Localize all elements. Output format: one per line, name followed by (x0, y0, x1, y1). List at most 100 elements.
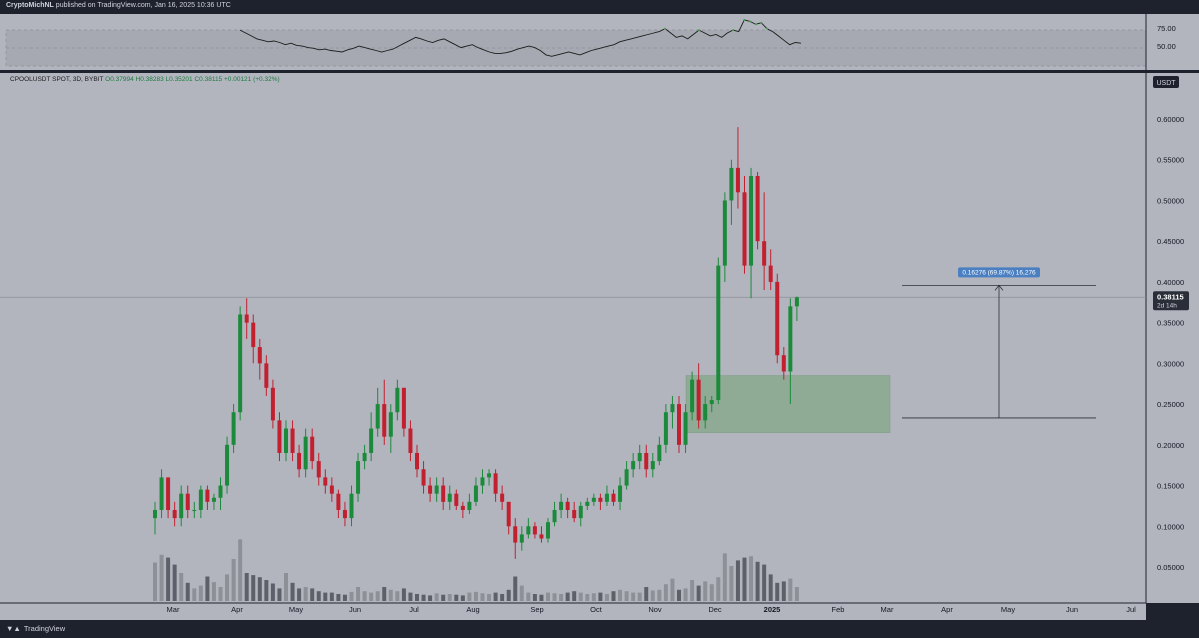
candle-body (677, 404, 681, 445)
volume-bar (578, 592, 583, 601)
volume-bar (690, 580, 695, 601)
candle-body (729, 167, 734, 201)
rsi-overbought-mark (743, 18, 746, 21)
volume-bar (716, 577, 721, 601)
candle-body (251, 322, 256, 348)
candle-body (696, 379, 701, 421)
volume-bar (513, 576, 518, 601)
candle-body (690, 379, 695, 413)
candle-body (356, 461, 361, 494)
legend-high: H0.38283 (135, 76, 164, 83)
candle-body (264, 363, 269, 388)
currency-box[interactable] (1153, 76, 1179, 88)
volume-bar (277, 588, 282, 601)
candle-body (604, 493, 609, 502)
candle-body (572, 509, 577, 519)
candle-body (703, 404, 708, 421)
volume-bar (683, 588, 688, 601)
rsi-tick-label: 50.00 (1157, 42, 1176, 51)
candle-body (611, 493, 616, 502)
price-tick-label: 0.10000 (1157, 522, 1184, 531)
candle-body (519, 534, 524, 543)
bar-countdown: 2d 14h (1157, 302, 1177, 309)
volume-bar (369, 592, 374, 601)
last-price-box (1153, 291, 1189, 311)
candle-body (624, 469, 629, 486)
volume-bar (159, 554, 164, 601)
candle-body (578, 505, 583, 519)
volume-bar (205, 576, 210, 601)
volume-bar (349, 591, 354, 601)
rsi-overbought-mark (664, 27, 666, 30)
volume-bar (735, 560, 740, 601)
time-tick-label: 2025 (764, 605, 781, 614)
volume-bar (519, 585, 524, 601)
price-tick-label: 0.30000 (1157, 359, 1184, 368)
time-tick-label: Jun (349, 605, 361, 614)
time-tick-label: May (1001, 605, 1015, 614)
candle-body (663, 412, 668, 445)
volume-bar (604, 594, 609, 601)
volume-bar (532, 594, 537, 601)
volume-bar (264, 580, 269, 601)
candle-body (716, 265, 721, 401)
candle-body (244, 314, 249, 323)
author-name[interactable]: CryptoMichNL (6, 2, 54, 9)
candle-body (762, 241, 767, 266)
time-axis-area[interactable] (0, 603, 1146, 620)
published-text: published on TradingView.com, Jan 16, 20… (55, 2, 231, 9)
candle-body (480, 477, 485, 486)
price-pane (0, 73, 1146, 603)
volume-bar (657, 589, 662, 601)
candle-body (172, 509, 177, 519)
volume-bar (185, 582, 190, 601)
candle-body (631, 461, 636, 470)
volume-bar (618, 589, 623, 601)
volume-bar (539, 594, 544, 601)
volume-bar (572, 591, 577, 601)
candle-body (310, 436, 315, 462)
time-x-axis: Mar Apr May Jun Jul Aug Sep Oct Nov Dec 2025 Feb Mar… (167, 605, 1137, 614)
candle-body (500, 493, 505, 502)
time-tick-label: May (289, 605, 303, 614)
rsi-tick-label: 75.00 (1157, 24, 1176, 33)
rsi-axis-area (1146, 14, 1199, 70)
volume-bar (428, 595, 433, 601)
time-tick-label: Jun (1066, 605, 1078, 614)
time-tick-label: Mar (167, 605, 180, 614)
volume-bar (650, 590, 655, 601)
volume-bar (251, 575, 256, 601)
legend-symbol[interactable]: CPOOLUSDT SPOT, 3D, BYBIT (10, 76, 104, 83)
candle-body (749, 176, 754, 266)
volume-bar (670, 578, 675, 601)
volume-bar (297, 588, 302, 601)
volume-bars (153, 539, 799, 601)
pane-separator[interactable] (0, 70, 1199, 73)
rsi-series (239, 18, 802, 57)
volume-bar (565, 592, 570, 601)
volume-bar (244, 573, 249, 601)
candle-body (788, 306, 793, 372)
rsi-overbought-mark (766, 27, 768, 30)
volume-bar (284, 573, 288, 601)
volume-bar (270, 583, 275, 601)
candle-body (598, 497, 603, 502)
volume-bar (788, 578, 793, 601)
volume-bar (637, 592, 642, 601)
candle-body (742, 192, 747, 266)
volume-bar (454, 594, 459, 601)
candle-body (316, 461, 321, 478)
price-axis-area[interactable] (1146, 73, 1199, 603)
price-range-measure[interactable]: 0.16276 (69.87%) 16,276 (902, 267, 1096, 419)
volume-bar (467, 592, 472, 601)
tradingview-logo[interactable]: ▼▲ TradingView (6, 624, 65, 633)
candle-body (657, 444, 662, 462)
candlestick-series (153, 127, 799, 559)
candle-body (408, 428, 413, 453)
candle-body (297, 452, 302, 470)
volume-bar (598, 592, 603, 601)
legend-low: L0.35201 (165, 76, 193, 83)
candle-body (546, 522, 550, 539)
volume-bar (257, 577, 262, 601)
